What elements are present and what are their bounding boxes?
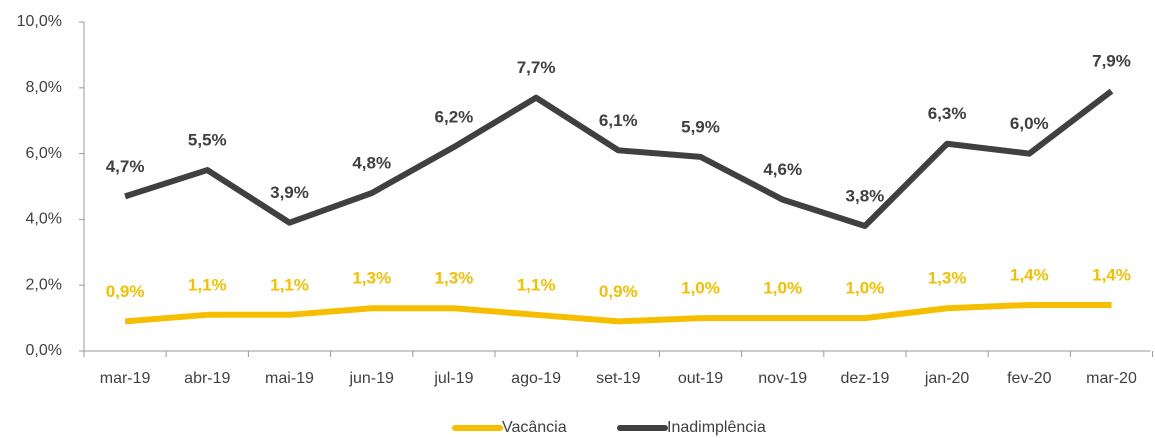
y-tick-label: 10,0% — [17, 13, 62, 30]
x-tick-label: nov-19 — [758, 370, 807, 387]
x-tick-label: mar-19 — [100, 370, 151, 387]
x-tick-label: ago-19 — [511, 370, 561, 387]
x-tick-label: set-19 — [596, 370, 641, 387]
data-label: 1,4% — [1010, 265, 1049, 284]
x-tick-label: jul-19 — [433, 370, 473, 387]
data-label: 1,1% — [188, 275, 227, 294]
x-tick-label: fev-20 — [1007, 370, 1052, 387]
data-label: 1,0% — [763, 279, 802, 298]
data-label: 1,3% — [435, 269, 474, 288]
y-tick-label: 2,0% — [26, 276, 62, 293]
data-label: 1,1% — [270, 275, 309, 294]
data-label: 1,4% — [1092, 265, 1131, 284]
x-tick-label: jan-20 — [924, 370, 970, 387]
y-tick-label: 0,0% — [26, 342, 62, 359]
legend-label: Inadimplência — [667, 419, 766, 436]
data-label: 3,8% — [846, 186, 885, 205]
x-tick-label: jun-19 — [348, 370, 394, 387]
x-tick-label: out-19 — [678, 370, 723, 387]
y-tick-label: 8,0% — [26, 79, 62, 96]
data-label: 5,9% — [681, 117, 720, 136]
series-line — [124, 88, 1114, 229]
y-tick-label: 4,0% — [26, 211, 62, 228]
x-tick-label: abr-19 — [184, 370, 230, 387]
data-label: 1,0% — [681, 279, 720, 298]
data-label: 1,3% — [928, 269, 967, 288]
y-tick-label: 6,0% — [26, 145, 62, 162]
data-label: 4,8% — [352, 154, 391, 173]
data-label: 5,5% — [188, 131, 227, 150]
data-label: 3,9% — [270, 183, 309, 202]
data-label: 6,1% — [599, 111, 638, 130]
x-tick-label: mai-19 — [265, 370, 314, 387]
x-tick-label: mar-20 — [1086, 370, 1137, 387]
data-label: 6,3% — [928, 104, 967, 123]
data-label: 6,2% — [435, 108, 474, 127]
data-label: 4,6% — [763, 160, 802, 179]
x-tick-label: dez-19 — [840, 370, 889, 387]
data-label: 0,9% — [106, 282, 145, 301]
data-label: 0,9% — [599, 282, 638, 301]
data-label: 7,7% — [517, 58, 556, 77]
data-label: 6,0% — [1010, 114, 1049, 133]
data-label: 4,7% — [106, 157, 145, 176]
series-line — [124, 301, 1112, 325]
data-label: 1,0% — [846, 279, 885, 298]
legend-label: Vacância — [502, 419, 567, 436]
data-label: 7,9% — [1092, 52, 1131, 71]
data-label: 1,3% — [352, 269, 391, 288]
data-label: 1,1% — [517, 275, 556, 294]
